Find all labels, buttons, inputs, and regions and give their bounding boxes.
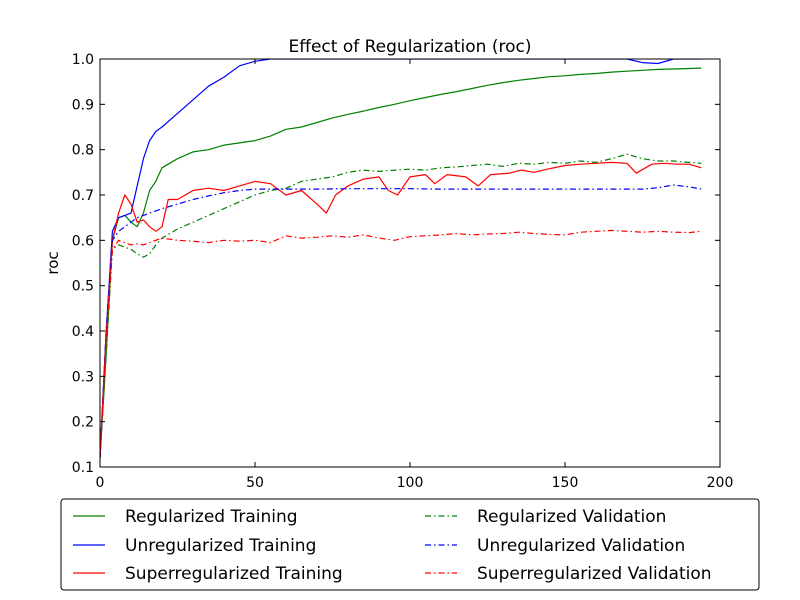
- chart-title: Effect of Regularization (roc): [289, 37, 532, 57]
- legend-label-regularized-training: Regularized Training: [125, 507, 298, 527]
- series-line-superregularized-validation: [100, 229, 702, 458]
- y-tick-label: 0.5: [72, 279, 94, 295]
- legend-label-superregularized-validation: Superregularized Validation: [477, 564, 712, 584]
- y-axis: 0.1 0.2 0.3 0.4 0.5 0.6 0.7 0.8 0.9 1.0: [72, 52, 720, 476]
- y-tick-label: 0.6: [72, 233, 94, 249]
- y-tick-label: 0.8: [72, 143, 94, 159]
- legend-items: Regularized Training Unregularized Traini…: [73, 507, 712, 584]
- series-line-unregularized-validation: [100, 184, 702, 458]
- plot-area: 0 50 100 150 200 0.1 0.2 0.3 0.4 0.5 0.6 0.7 0.8 0.9…: [72, 52, 734, 491]
- legend: Regularized Training Unregularized Traini…: [60, 498, 760, 591]
- legend-label-unregularized-training: Unregularized Training: [125, 536, 316, 556]
- y-tick-label: 0.2: [72, 415, 94, 431]
- series-line-regularized-validation: [100, 153, 702, 458]
- x-tick-label: 150: [552, 475, 579, 491]
- legend-label-regularized-validation: Regularized Validation: [477, 507, 666, 527]
- y-tick-label: 0.7: [72, 188, 94, 204]
- x-axis: 0 50 100 150 200: [96, 59, 734, 491]
- y-tick-label: 0.9: [72, 97, 94, 113]
- legend-frame: [60, 498, 760, 591]
- x-tick-label: 100: [397, 475, 424, 491]
- y-tick-label: 1.0: [72, 52, 94, 68]
- y-tick-label: 0.4: [72, 324, 94, 340]
- series-line-unregularized-training: [100, 59, 702, 458]
- x-tick-label: 50: [246, 475, 264, 491]
- y-tick-label: 0.1: [72, 460, 94, 476]
- legend-label-unregularized-validation: Unregularized Validation: [477, 536, 685, 556]
- series-line-superregularized-training: [100, 161, 702, 458]
- y-tick-label: 0.3: [72, 369, 94, 385]
- y-axis-label: roc: [44, 251, 62, 274]
- legend-label-superregularized-training: Superregularized Training: [125, 564, 343, 584]
- x-tick-label: 0: [96, 475, 105, 491]
- series-line-regularized-training: [100, 67, 702, 458]
- series-layer: [100, 59, 702, 458]
- x-tick-label: 200: [707, 475, 734, 491]
